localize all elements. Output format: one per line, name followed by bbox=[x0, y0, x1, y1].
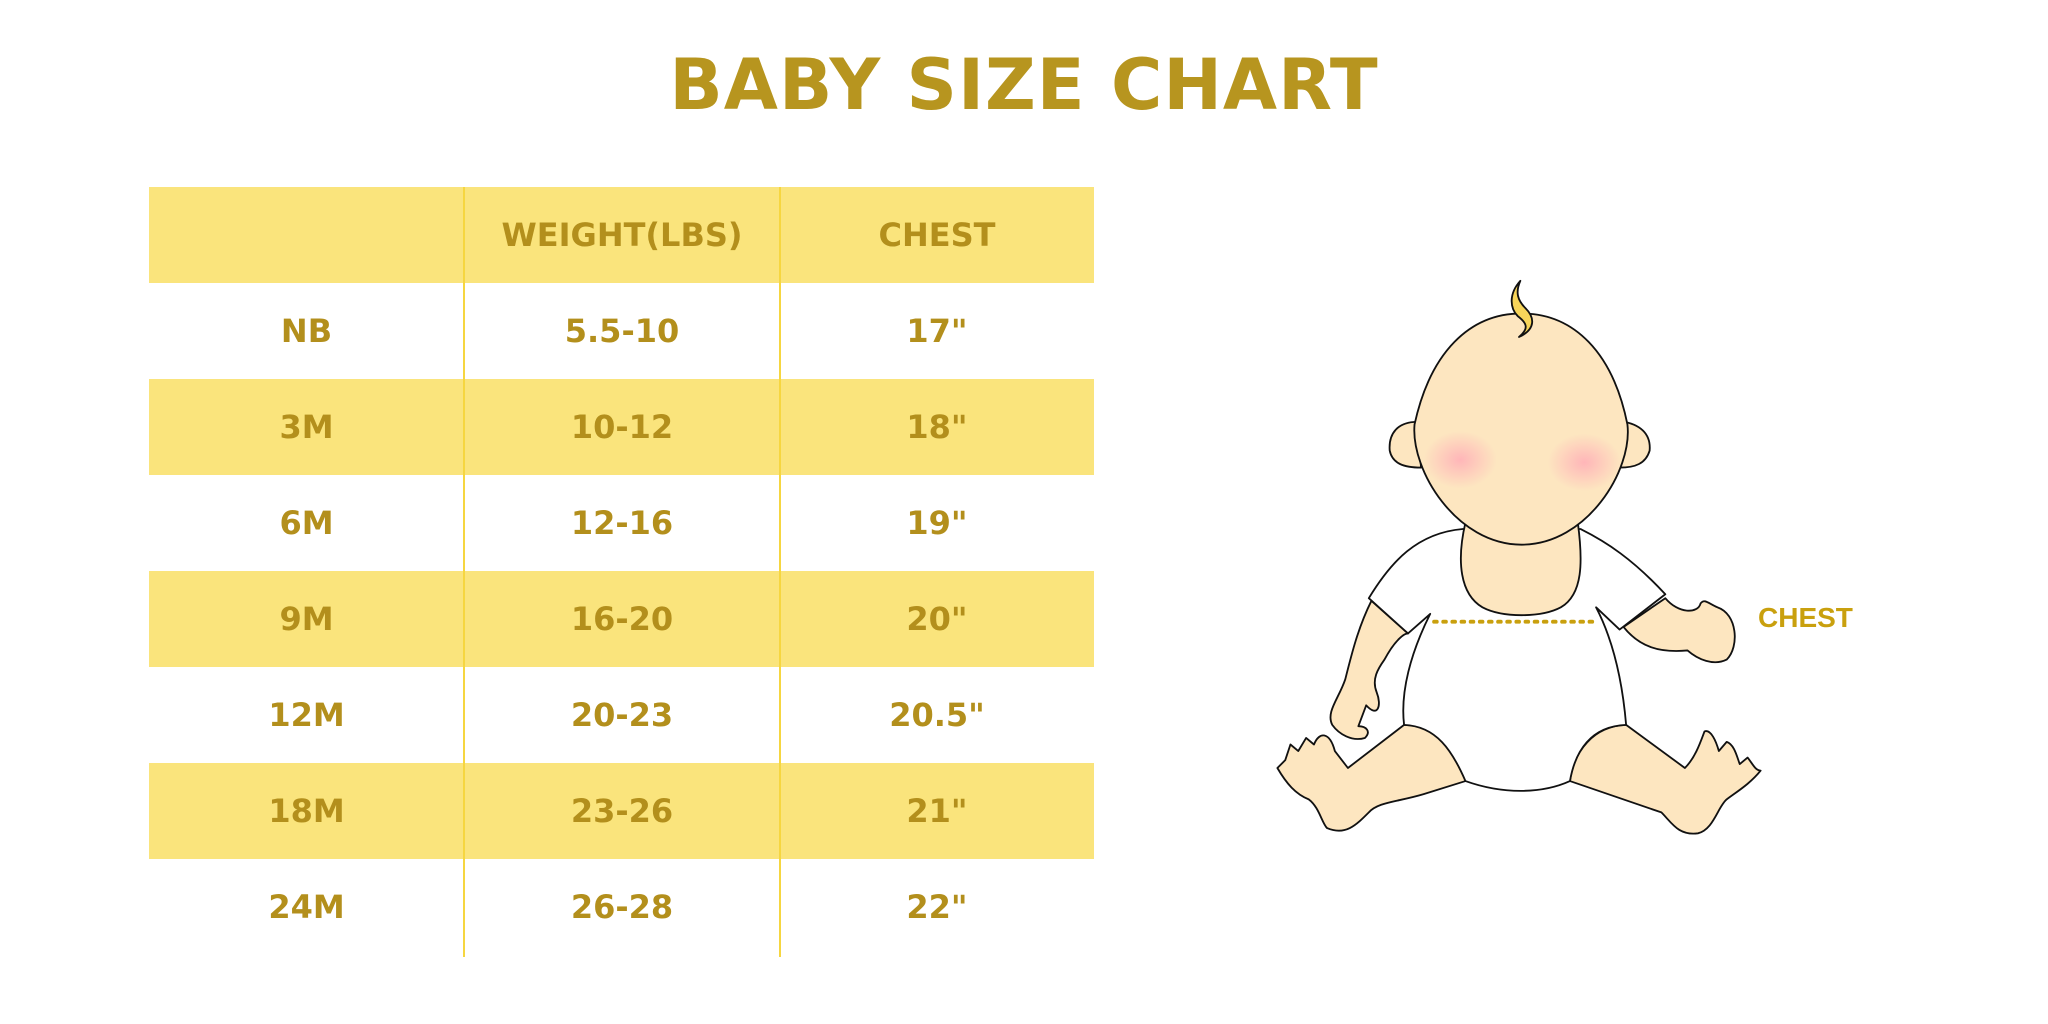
table-row: 24M 26-28 22" bbox=[149, 859, 1094, 955]
size-table: WEIGHT(LBS) CHEST NB 5.5-10 17" 3M 10-12… bbox=[149, 187, 1094, 955]
size-cell: 9M bbox=[279, 600, 334, 638]
weight-cell: 16-20 bbox=[570, 600, 674, 638]
left-ear bbox=[1388, 420, 1422, 469]
table-row: 12M 20-23 20.5" bbox=[149, 667, 1094, 763]
size-cell: 3M bbox=[279, 408, 334, 446]
table-row: NB 5.5-10 17" bbox=[149, 283, 1094, 379]
page-title: BABY SIZE CHART bbox=[669, 44, 1379, 126]
right-arm bbox=[1622, 597, 1736, 664]
right-leg bbox=[1569, 723, 1762, 835]
left-leg bbox=[1276, 723, 1467, 832]
table-row: 3M 10-12 18" bbox=[149, 379, 1094, 475]
size-cell: 6M bbox=[279, 504, 334, 542]
size-cell: 12M bbox=[268, 696, 345, 734]
right-cheek bbox=[1547, 433, 1621, 492]
chest-cell: 21" bbox=[906, 792, 968, 830]
table-row: 18M 23-26 21" bbox=[149, 763, 1094, 859]
hair-tuft bbox=[1510, 279, 1533, 338]
size-cell: 24M bbox=[268, 888, 345, 926]
chest-label: CHEST bbox=[1758, 602, 1853, 633]
neck bbox=[1459, 521, 1582, 617]
left-arm bbox=[1329, 599, 1409, 740]
header-chest: CHEST bbox=[878, 216, 996, 254]
head bbox=[1413, 312, 1629, 546]
column-divider bbox=[779, 187, 781, 957]
weight-cell: 23-26 bbox=[570, 792, 674, 830]
onesie bbox=[1367, 528, 1667, 792]
chest-cell: 20" bbox=[906, 600, 968, 638]
table-header-row: WEIGHT(LBS) CHEST bbox=[149, 187, 1094, 283]
size-cell: NB bbox=[280, 312, 333, 350]
size-cell: 18M bbox=[268, 792, 345, 830]
table-row: 6M 12-16 19" bbox=[149, 475, 1094, 571]
chest-cell: 17" bbox=[906, 312, 968, 350]
header-weight: WEIGHT(LBS) bbox=[501, 216, 743, 254]
chest-cell: 18" bbox=[906, 408, 968, 446]
chest-cell: 19" bbox=[906, 504, 968, 542]
left-cheek bbox=[1423, 431, 1497, 489]
weight-cell: 10-12 bbox=[570, 408, 674, 446]
chest-cell: 22" bbox=[906, 888, 968, 926]
column-divider bbox=[463, 187, 465, 957]
weight-cell: 20-23 bbox=[570, 696, 674, 734]
weight-cell: 26-28 bbox=[570, 888, 674, 926]
weight-cell: 12-16 bbox=[570, 504, 674, 542]
chest-cell: 20.5" bbox=[889, 696, 985, 734]
weight-cell: 5.5-10 bbox=[564, 312, 680, 350]
table-row: 9M 16-20 20" bbox=[149, 571, 1094, 667]
